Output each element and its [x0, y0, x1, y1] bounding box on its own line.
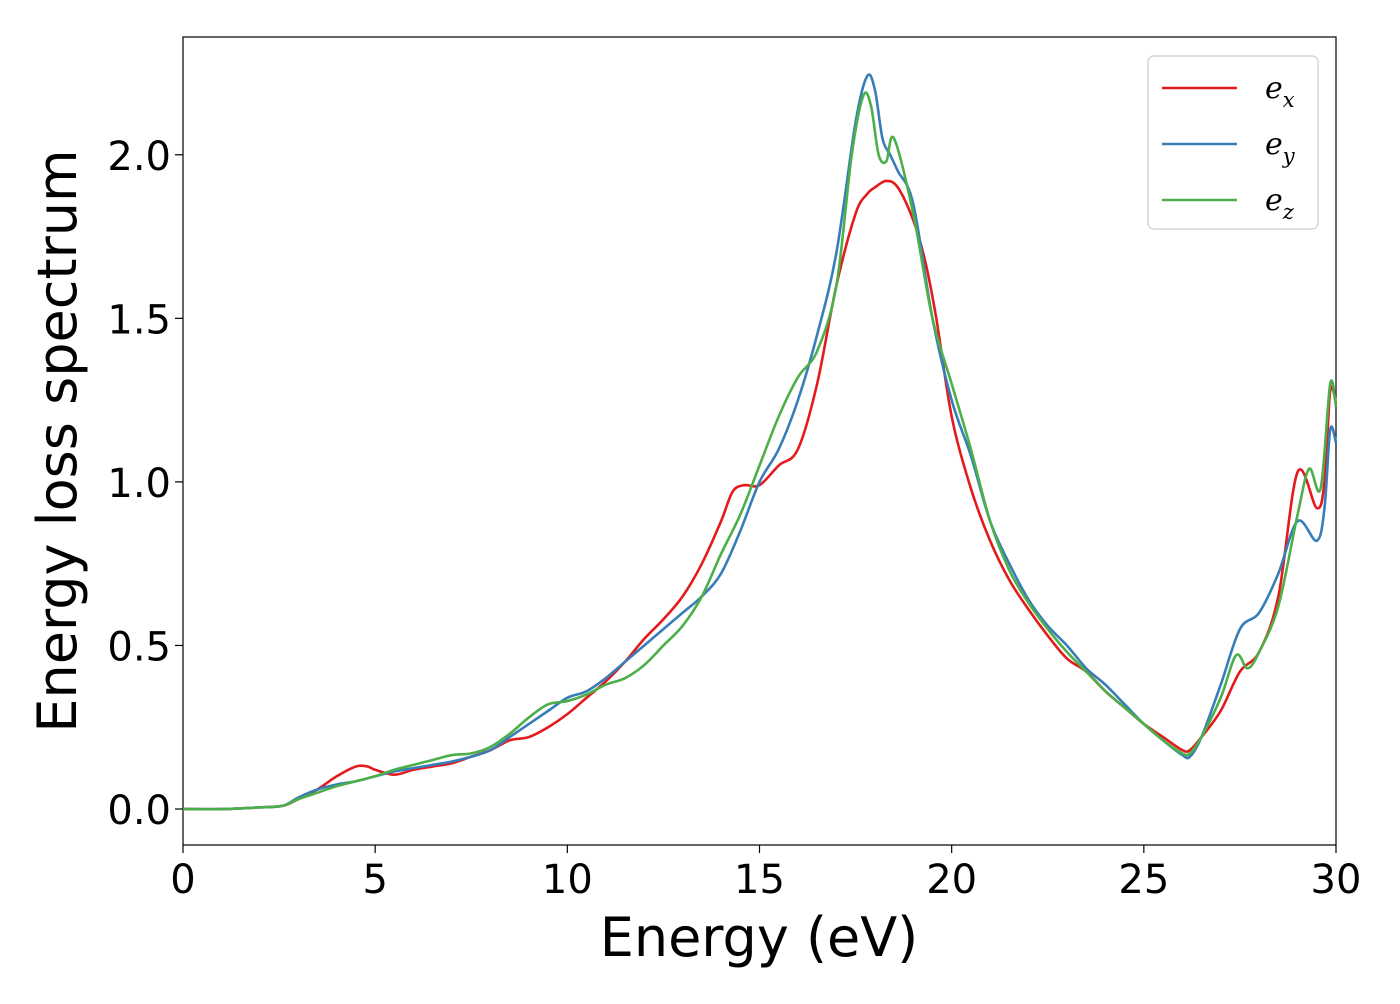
- x-tick-label: 25: [1118, 857, 1169, 903]
- legend-box: [1147, 55, 1319, 230]
- x-tick-label: 0: [170, 857, 195, 903]
- y-axis-title: Energy loss spectrum: [26, 149, 89, 732]
- series-line-x: [182, 179, 1338, 811]
- x-tick-label: 20: [926, 857, 977, 903]
- legend-label-y: ey: [1265, 127, 1296, 168]
- x-tick-label: 15: [734, 857, 785, 903]
- series-lines: [182, 73, 1338, 811]
- x-axis-ticks: 0 5 10 15 20 25 30: [170, 845, 1361, 903]
- x-tick-label: 10: [542, 857, 593, 903]
- legend-label-z: ez: [1265, 183, 1295, 224]
- y-tick-label: 0.5: [107, 624, 171, 670]
- legend: ex ey ez: [1147, 55, 1319, 230]
- y-tick-label: 0.0: [107, 788, 171, 834]
- y-tick-label: 2.0: [107, 134, 171, 180]
- series-line-y: [182, 73, 1338, 811]
- legend-label-x: ex: [1265, 71, 1295, 112]
- x-tick-label: 5: [362, 857, 387, 903]
- y-axis-ticks: 0.0 0.5 1.0 1.5 2.0: [107, 134, 183, 834]
- series-line-z: [182, 91, 1338, 811]
- y-tick-label: 1.0: [107, 461, 171, 507]
- y-tick-label: 1.5: [107, 297, 171, 343]
- x-tick-label: 30: [1311, 857, 1362, 903]
- x-axis-title: Energy (eV): [600, 906, 919, 969]
